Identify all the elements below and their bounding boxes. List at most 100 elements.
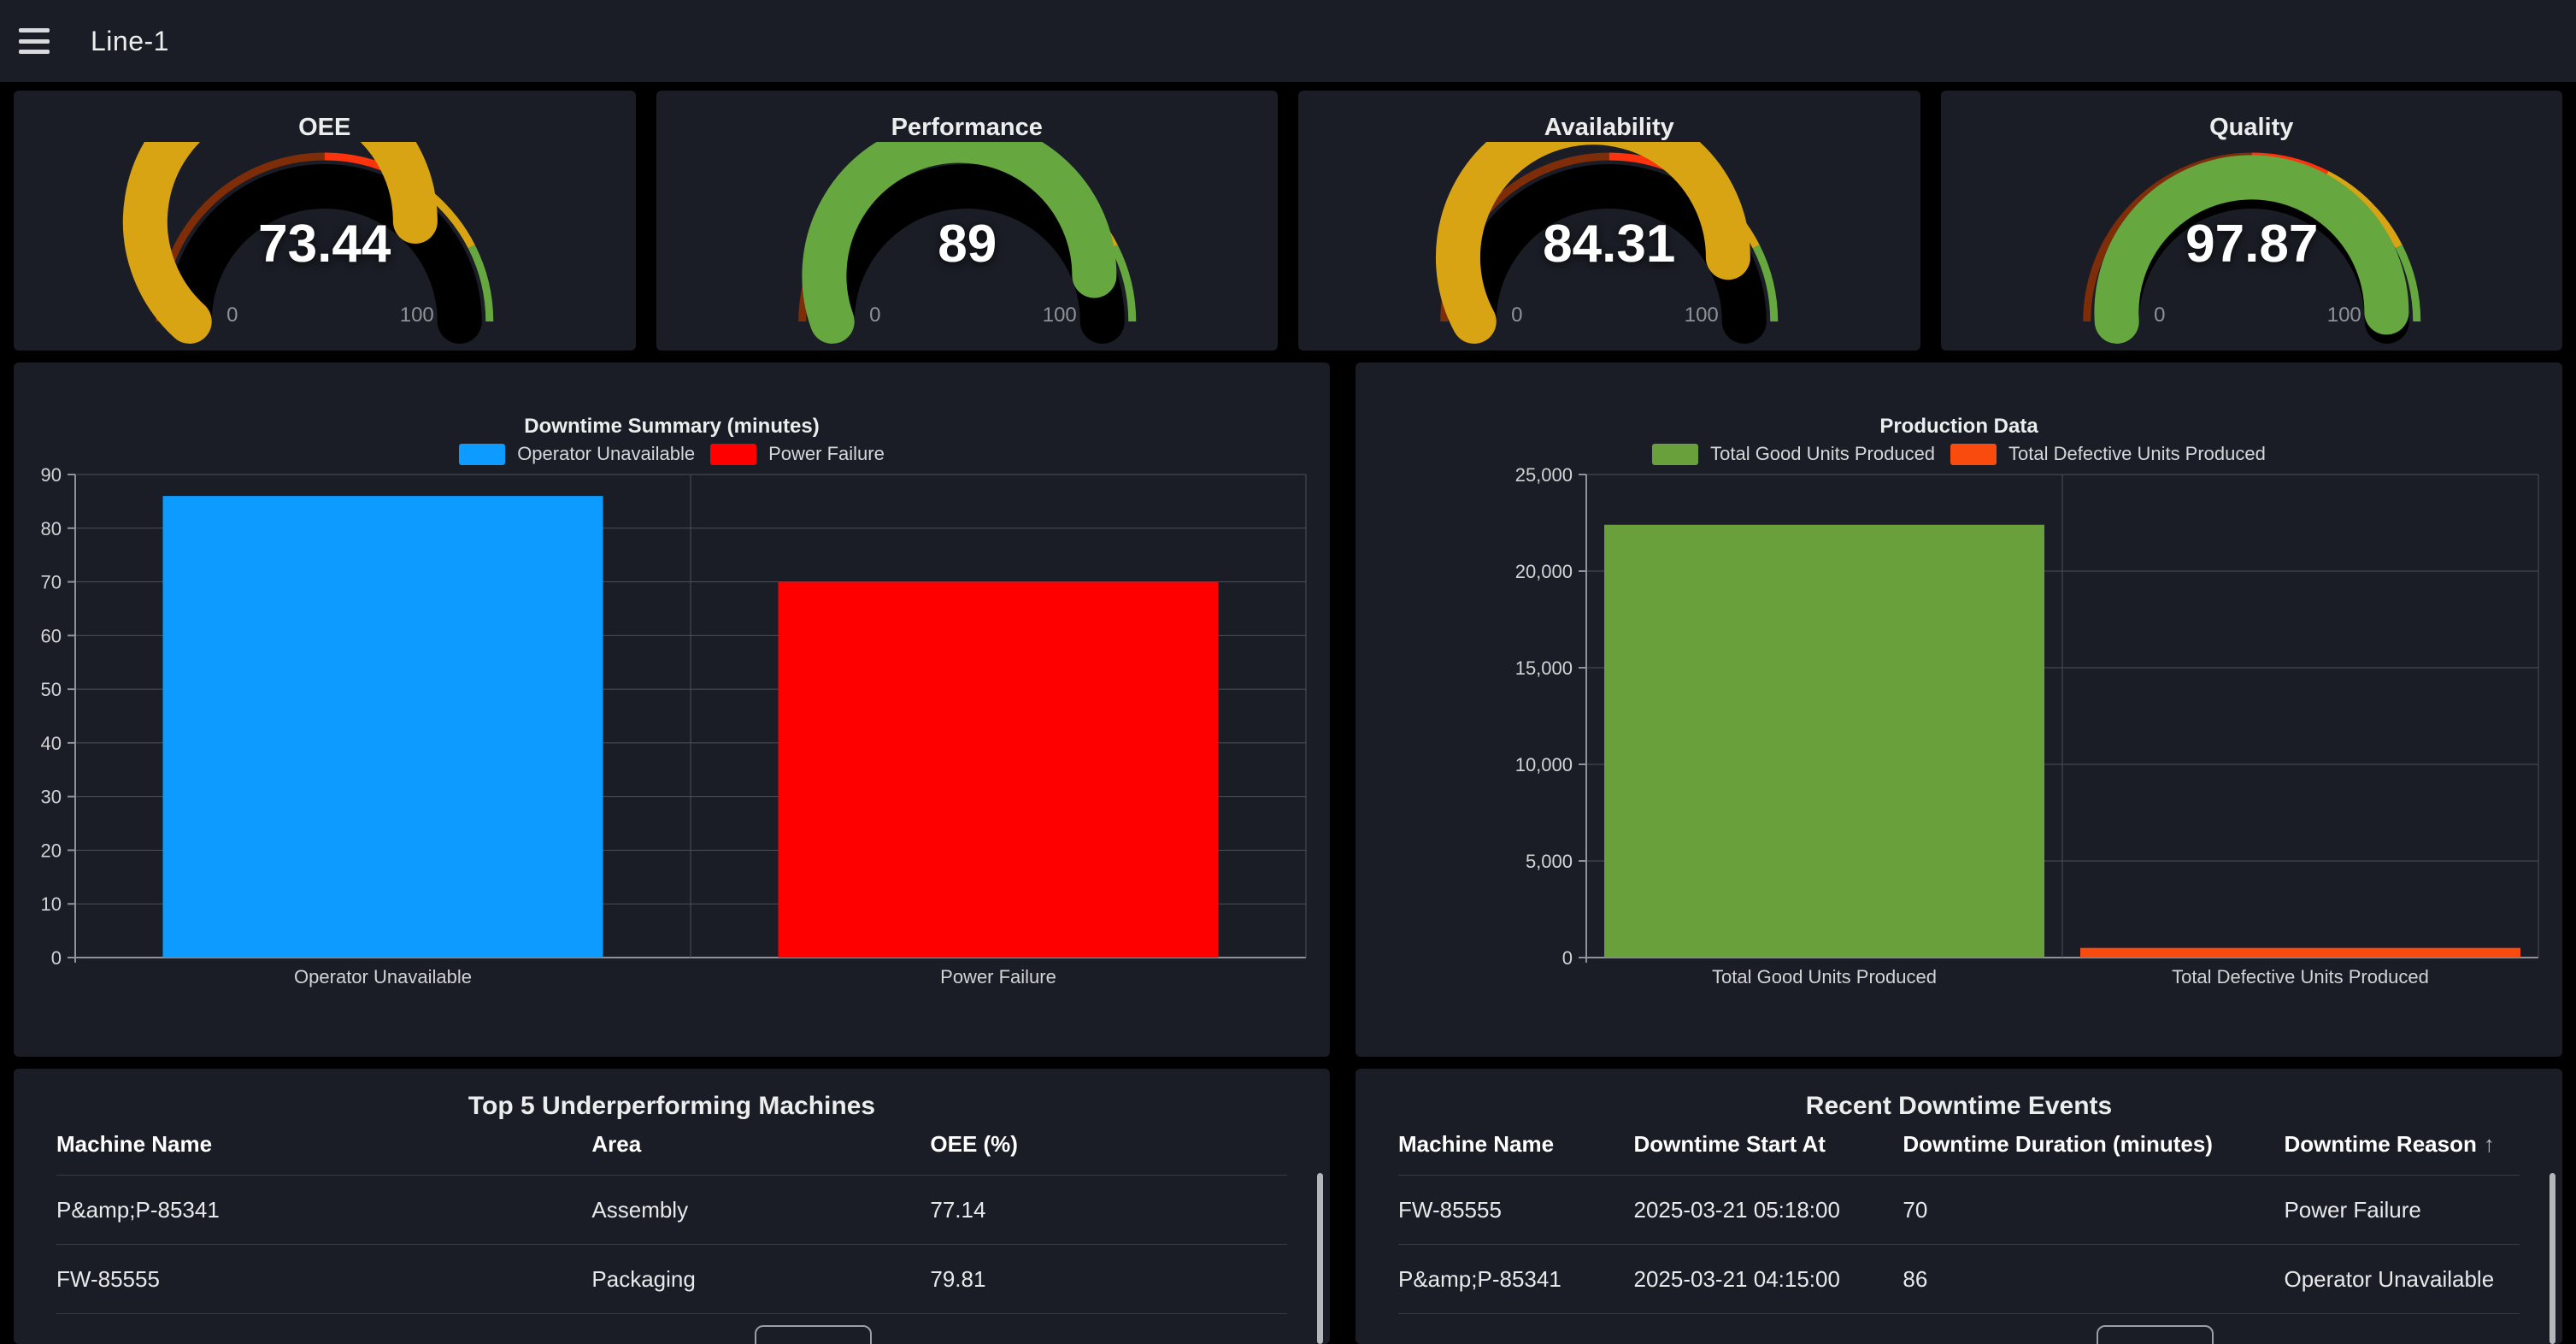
legend-swatch [710, 443, 757, 465]
table-cell: 2025-03-21 05:18:00 [1633, 1196, 1840, 1223]
table-cell: Operator Unavailable [2284, 1265, 2495, 1292]
gauge-title: Quality [2209, 114, 2294, 141]
gauge-value-arc [1436, 142, 1750, 344]
gauge-min-label: 0 [226, 304, 238, 327]
production-data-panel: Production Data Total Good Units Produce… [1356, 363, 2562, 1057]
gauge-min-label: 0 [869, 304, 880, 327]
y-tick-label: 50 [41, 679, 62, 700]
gauge-value: 73.44 [258, 215, 391, 274]
legend-item-total-defective-units-produced[interactable]: Total Defective Units Produced [1950, 443, 2266, 465]
legend-item-total-good-units-produced[interactable]: Total Good Units Produced [1652, 443, 1935, 465]
legend-item-operator-unavailable[interactable]: Operator Unavailable [459, 443, 695, 465]
x-category-label: Total Defective Units Produced [2172, 966, 2429, 987]
bar-operator-unavailable [162, 496, 603, 958]
menu-icon-bar [19, 50, 50, 54]
menu-icon[interactable] [19, 28, 50, 54]
column-header-downtime-start-at[interactable]: Downtime Start At [1633, 1130, 1826, 1157]
gauge-threshold-yellow [2324, 171, 2403, 249]
legend-item-power-failure[interactable]: Power Failure [710, 443, 885, 465]
menu-icon-bar [19, 38, 50, 44]
charts-row: Downtime Summary (minutes) Operator Unav… [14, 363, 2562, 1057]
gauge-max-label: 100 [2326, 304, 2361, 327]
pagination-button[interactable] [755, 1325, 872, 1344]
bar-total-defective-units-produced [2080, 947, 2520, 958]
table-cell: P&amp;P-85341 [1398, 1265, 1561, 1292]
recent-downtime-events-panel: Recent Downtime Events Machine Name Downt… [1356, 1069, 2562, 1344]
table-row: FW-85555 Packaging 79.81 [56, 1245, 1287, 1314]
bar-power-failure [778, 581, 1219, 958]
chart-title: Downtime Summary (minutes) [524, 415, 820, 438]
legend-label: Total Defective Units Produced [2008, 443, 2266, 464]
gauge-value: 84.31 [1543, 215, 1675, 274]
recent-downtime-events-table: Machine Name Downtime Start At Downtime Du… [1398, 1113, 2520, 1314]
gauge-title: OEE [298, 114, 351, 141]
underperforming-machines-table: Machine Name Area OEE (%) P&amp;P-85341 Asse… [56, 1113, 1287, 1314]
gauge-value-arc [2093, 155, 2408, 344]
gauge-panel-performance: Performance 89 0 100 [656, 91, 1278, 351]
y-tick-label: 10 [41, 893, 62, 915]
legend-label: Power Failure [768, 443, 885, 464]
y-tick-label: 70 [41, 572, 62, 593]
x-category-label: Total Good Units Produced [1712, 966, 1937, 987]
y-tick-label: 25,000 [1515, 467, 1573, 486]
y-tick-label: 30 [41, 787, 62, 808]
table-cell: 77.14 [930, 1196, 986, 1223]
gauge-value: 97.87 [2185, 215, 2318, 274]
pagination-button[interactable] [2097, 1325, 2214, 1344]
column-header-area[interactable]: Area [591, 1130, 642, 1157]
y-tick-label: 0 [51, 947, 62, 969]
gauge-threshold-green [468, 245, 494, 322]
y-tick-label: 5,000 [1526, 851, 1573, 872]
y-tick-label: 15,000 [1515, 657, 1573, 679]
top-bar: Line-1 [0, 0, 2576, 82]
column-header-machine-name[interactable]: Machine Name [56, 1130, 213, 1157]
table-title: Recent Downtime Events [1805, 1092, 2113, 1120]
table-cell: 2025-03-21 04:15:00 [1633, 1265, 1840, 1292]
gauge-value-arc [122, 142, 438, 344]
chart-title: Production Data [1879, 415, 2038, 438]
y-tick-label: 60 [41, 625, 62, 646]
production-data-chart: 0 5,000 10,000 15,000 20,000 25,000 Total Good… [1515, 467, 2539, 987]
table-scrollbar[interactable] [2550, 1173, 2555, 1344]
gauge-threshold-green [2395, 245, 2420, 322]
gauge-value-arc [801, 142, 1116, 344]
table-header-row: Machine Name Downtime Start At Downtime Du… [1398, 1113, 2520, 1176]
table-row: P&amp;P-85341 Assembly 77.14 [56, 1176, 1287, 1245]
gauge-panel-quality: Quality 97.87 0 100 [1940, 91, 2562, 351]
table-cell: 86 [1903, 1265, 1928, 1292]
table-cell: FW-85555 [56, 1265, 160, 1292]
table-cell: 79.81 [930, 1265, 986, 1292]
table-scrollbar[interactable] [1317, 1173, 1323, 1344]
table-row: P&amp;P-85341 2025-03-21 04:15:00 86 Operat… [1398, 1245, 2520, 1314]
gauge-min-label: 0 [2154, 304, 2165, 327]
gauge-panel-oee: OEE 73.44 0 100 [14, 91, 636, 351]
column-header-oee[interactable]: OEE (%) [930, 1130, 1018, 1157]
column-header-machine-name[interactable]: Machine Name [1398, 1130, 1555, 1157]
menu-icon-bar [19, 28, 50, 32]
column-header-downtime-duration-minutes[interactable]: Downtime Duration (minutes) [1903, 1130, 2213, 1157]
gauge-value: 89 [938, 215, 997, 274]
table-cell: Packaging [591, 1265, 696, 1292]
sort-ascending-icon: ↑ [2483, 1130, 2495, 1157]
dashboard-title: Line-1 [91, 25, 169, 56]
tables-row: Top 5 Underperforming Machines Machine N… [14, 1069, 2562, 1344]
gauge-quality: 97.87 0 100 [2082, 152, 2420, 344]
legend-swatch [459, 443, 506, 465]
table-title: Top 5 Underperforming Machines [468, 1092, 876, 1120]
gauge-max-label: 100 [1042, 304, 1076, 327]
y-tick-label: 10,000 [1515, 754, 1573, 775]
table-cell: Power Failure [2284, 1196, 2421, 1223]
gauge-availability: 84.31 0 100 [1436, 142, 1779, 344]
y-tick-label: 90 [41, 467, 62, 486]
y-tick-label: 80 [41, 518, 62, 539]
column-header-downtime-reason[interactable]: Downtime Reason ↑ [2284, 1130, 2495, 1157]
x-category-label: Power Failure [940, 966, 1056, 987]
gauge-performance: 89 0 100 [797, 142, 1136, 344]
gauge-min-label: 0 [1511, 304, 1522, 327]
x-category-label: Operator Unavailable [294, 966, 472, 987]
dashboard-body: OEE 73.44 0 100 Performance 89 0 100 Availabilit… [0, 82, 2576, 1344]
downtime-summary-panel: Downtime Summary (minutes) Operator Unav… [14, 363, 1330, 1057]
gauge-title: Performance [891, 114, 1043, 141]
table-cell: 70 [1903, 1196, 1928, 1223]
gauge-panel-availability: Availability 84.31 0 100 [1298, 91, 1920, 351]
